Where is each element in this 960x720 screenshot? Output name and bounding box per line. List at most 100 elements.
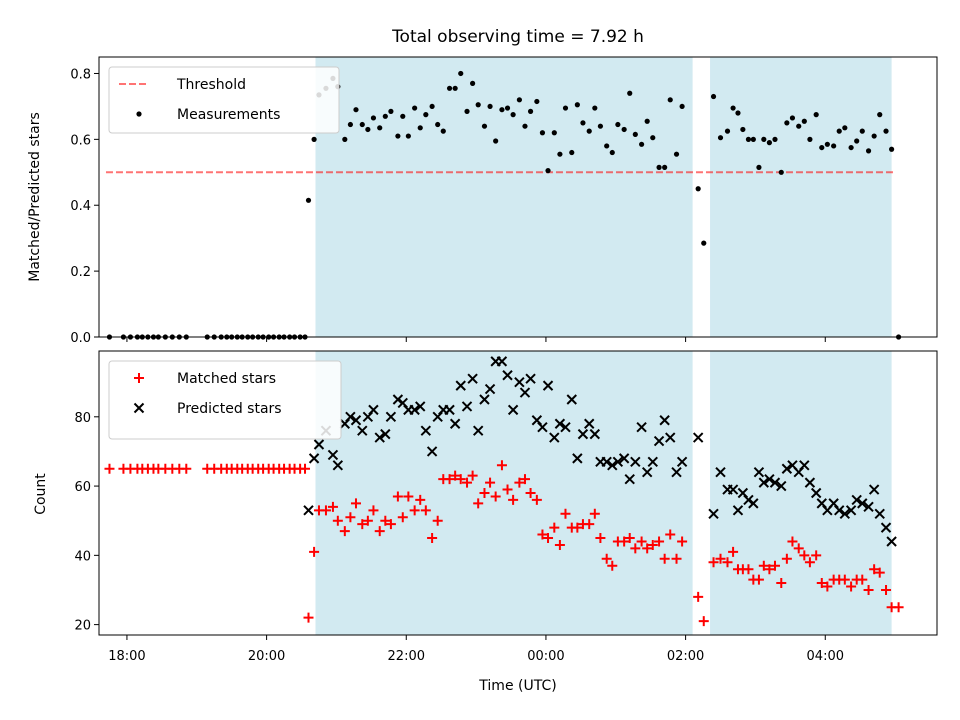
data-point bbox=[353, 107, 359, 113]
data-point bbox=[507, 404, 519, 416]
data-point bbox=[748, 498, 759, 509]
data-point bbox=[863, 501, 874, 513]
y-tick-label: 0.4 bbox=[70, 199, 91, 214]
data-point bbox=[776, 578, 787, 589]
data-point bbox=[854, 138, 860, 144]
data-point bbox=[601, 553, 612, 564]
data-point bbox=[519, 387, 531, 398]
x-tick-label: 18:00 bbox=[108, 649, 145, 664]
data-point bbox=[412, 105, 418, 111]
data-point bbox=[584, 519, 595, 530]
axes-frame bbox=[98, 56, 938, 338]
data-point bbox=[665, 432, 676, 443]
data-point bbox=[877, 112, 883, 118]
data-point bbox=[653, 435, 665, 447]
data-point bbox=[549, 522, 560, 533]
data-point bbox=[475, 102, 481, 108]
data-point bbox=[845, 505, 857, 516]
data-point bbox=[542, 380, 554, 391]
y-tick-label: 20 bbox=[74, 619, 91, 634]
data-point bbox=[427, 533, 438, 544]
data-point bbox=[350, 415, 362, 426]
observing-window bbox=[315, 57, 693, 337]
data-point bbox=[444, 474, 455, 485]
data-point bbox=[452, 85, 458, 91]
data-point bbox=[527, 108, 534, 114]
y-tick-label: 0.0 bbox=[70, 331, 91, 346]
legend-label: Measurements bbox=[177, 107, 280, 123]
data-point bbox=[560, 421, 571, 433]
data-point bbox=[595, 533, 606, 544]
data-point bbox=[677, 536, 688, 547]
data-point bbox=[496, 460, 507, 471]
data-point bbox=[659, 415, 670, 426]
data-point bbox=[671, 553, 682, 564]
data-point bbox=[604, 143, 610, 149]
data-point bbox=[630, 543, 641, 554]
data-point bbox=[554, 539, 565, 550]
data-point bbox=[639, 141, 645, 147]
data-point bbox=[484, 383, 496, 395]
data-point bbox=[455, 474, 466, 485]
data-point bbox=[781, 463, 793, 474]
data-point bbox=[793, 543, 804, 554]
data-point bbox=[804, 557, 815, 568]
data-point bbox=[181, 463, 192, 474]
data-point bbox=[303, 612, 314, 623]
data-point bbox=[764, 473, 775, 485]
data-point bbox=[409, 404, 420, 416]
y-tick-label: 0.6 bbox=[70, 133, 91, 148]
data-point bbox=[673, 151, 680, 157]
data-point bbox=[455, 380, 466, 391]
data-point bbox=[586, 128, 592, 134]
data-point bbox=[479, 394, 490, 405]
data-point bbox=[868, 484, 880, 495]
data-point bbox=[577, 428, 589, 440]
data-point bbox=[450, 470, 461, 481]
data-point bbox=[440, 128, 446, 134]
data-point bbox=[789, 115, 796, 121]
data-point bbox=[429, 103, 435, 110]
legend-marker bbox=[133, 402, 145, 414]
data-point bbox=[710, 93, 717, 100]
data-point bbox=[562, 105, 569, 111]
data-point bbox=[750, 136, 756, 142]
data-point bbox=[516, 97, 522, 103]
data-point bbox=[624, 473, 635, 485]
data-point bbox=[667, 97, 673, 103]
data-point bbox=[525, 373, 536, 384]
data-point bbox=[698, 616, 709, 627]
data-point bbox=[784, 120, 790, 126]
data-point bbox=[462, 477, 473, 488]
data-point bbox=[799, 550, 810, 561]
data-point bbox=[766, 140, 773, 146]
data-point bbox=[717, 135, 724, 141]
data-point bbox=[839, 574, 850, 585]
data-point bbox=[883, 128, 889, 134]
data-point bbox=[801, 118, 807, 124]
data-point bbox=[659, 553, 670, 564]
data-point bbox=[377, 125, 383, 131]
data-point bbox=[743, 494, 754, 506]
data-point bbox=[403, 491, 414, 502]
observing-window bbox=[710, 57, 892, 337]
y-tick-label: 0.8 bbox=[70, 67, 91, 82]
data-point bbox=[380, 428, 391, 440]
data-point bbox=[644, 118, 650, 124]
data-point bbox=[758, 560, 769, 571]
data-point bbox=[313, 439, 325, 450]
x-tick-label: 00:00 bbox=[527, 649, 564, 664]
data-point bbox=[481, 123, 488, 129]
data-point bbox=[708, 508, 719, 519]
data-point bbox=[514, 376, 525, 388]
data-point bbox=[881, 584, 892, 595]
data-point bbox=[863, 584, 874, 595]
data-point bbox=[502, 484, 513, 495]
legend-label: Predicted stars bbox=[177, 401, 282, 417]
data-point bbox=[519, 474, 530, 485]
data-point bbox=[392, 491, 403, 502]
data-point bbox=[869, 564, 880, 575]
data-point bbox=[539, 130, 546, 136]
data-point bbox=[724, 128, 731, 134]
